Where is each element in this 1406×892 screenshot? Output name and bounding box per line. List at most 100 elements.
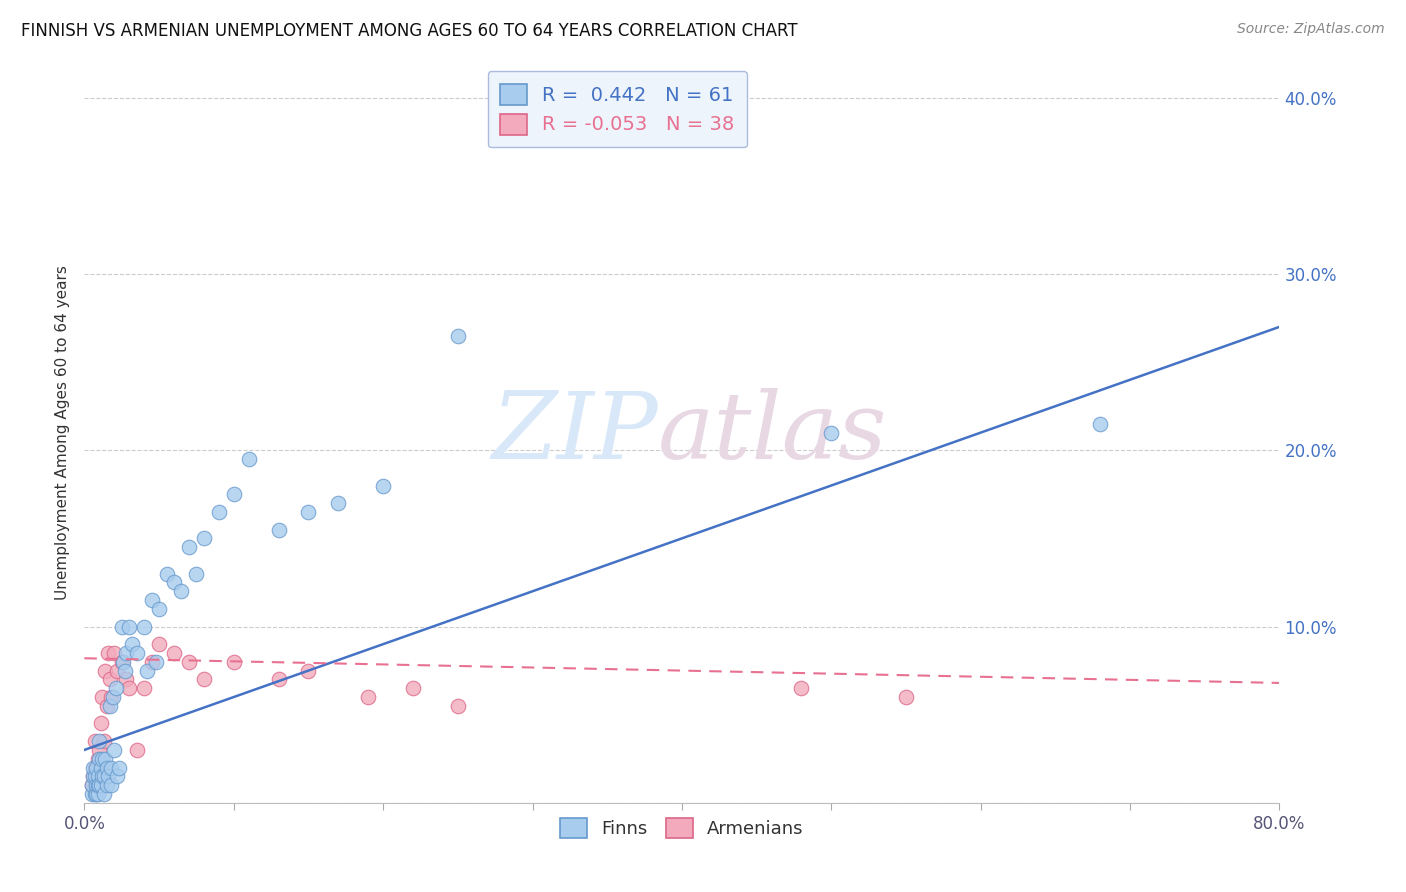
Text: FINNISH VS ARMENIAN UNEMPLOYMENT AMONG AGES 60 TO 64 YEARS CORRELATION CHART: FINNISH VS ARMENIAN UNEMPLOYMENT AMONG A… bbox=[21, 22, 797, 40]
Point bbox=[98, 673, 121, 687]
Point bbox=[125, 646, 148, 660]
Point bbox=[208, 505, 231, 519]
Point bbox=[121, 637, 143, 651]
Point bbox=[894, 690, 917, 704]
Point bbox=[97, 769, 120, 783]
Point bbox=[267, 673, 290, 687]
Point bbox=[89, 743, 111, 757]
Point bbox=[82, 769, 104, 783]
Point bbox=[103, 743, 125, 757]
Point bbox=[114, 664, 136, 678]
Point bbox=[1090, 417, 1112, 431]
Point bbox=[83, 734, 105, 748]
Point bbox=[238, 452, 260, 467]
Point bbox=[87, 769, 110, 783]
Point bbox=[89, 778, 111, 792]
Point bbox=[145, 655, 167, 669]
Point bbox=[111, 655, 134, 669]
Point bbox=[87, 778, 110, 792]
Point bbox=[118, 619, 141, 633]
Point bbox=[170, 584, 193, 599]
Point bbox=[86, 787, 108, 801]
Point bbox=[447, 328, 470, 343]
Point bbox=[80, 778, 103, 792]
Point bbox=[83, 769, 105, 783]
Point bbox=[222, 487, 245, 501]
Point bbox=[148, 602, 170, 616]
Point bbox=[357, 690, 380, 704]
Point bbox=[132, 619, 156, 633]
Point bbox=[94, 752, 117, 766]
Text: Source: ZipAtlas.com: Source: ZipAtlas.com bbox=[1237, 22, 1385, 37]
Point bbox=[83, 787, 105, 801]
Point bbox=[267, 523, 290, 537]
Point bbox=[91, 769, 114, 783]
Text: ZIP: ZIP bbox=[491, 388, 658, 477]
Point bbox=[101, 690, 124, 704]
Point bbox=[125, 743, 148, 757]
Point bbox=[89, 752, 111, 766]
Point bbox=[90, 778, 112, 792]
Point bbox=[86, 760, 108, 774]
Point bbox=[97, 646, 120, 660]
Point bbox=[328, 496, 350, 510]
Point bbox=[177, 540, 200, 554]
Point bbox=[96, 778, 118, 792]
Point bbox=[89, 769, 111, 783]
Point bbox=[297, 664, 319, 678]
Point bbox=[87, 778, 110, 792]
Point bbox=[83, 760, 105, 774]
Point bbox=[136, 664, 159, 678]
Point bbox=[90, 760, 112, 774]
Point bbox=[163, 575, 186, 590]
Point bbox=[148, 637, 170, 651]
Point bbox=[91, 690, 114, 704]
Point bbox=[193, 673, 215, 687]
Point bbox=[447, 698, 470, 713]
Point bbox=[90, 716, 112, 731]
Point bbox=[105, 769, 128, 783]
Point bbox=[93, 734, 115, 748]
Point bbox=[86, 778, 108, 792]
Point bbox=[80, 787, 103, 801]
Point bbox=[82, 760, 104, 774]
Point bbox=[96, 698, 118, 713]
Point bbox=[86, 778, 108, 792]
Point bbox=[111, 619, 134, 633]
Point bbox=[141, 593, 163, 607]
Point bbox=[89, 734, 111, 748]
Legend: Finns, Armenians: Finns, Armenians bbox=[553, 810, 811, 846]
Point bbox=[93, 769, 115, 783]
Point bbox=[91, 752, 114, 766]
Point bbox=[100, 778, 122, 792]
Point bbox=[104, 681, 127, 696]
Point bbox=[222, 655, 245, 669]
Point bbox=[155, 566, 177, 581]
Text: atlas: atlas bbox=[658, 388, 887, 477]
Point bbox=[132, 681, 156, 696]
Point bbox=[107, 760, 129, 774]
Point bbox=[86, 760, 108, 774]
Point bbox=[193, 532, 215, 546]
Point bbox=[115, 646, 138, 660]
Point bbox=[402, 681, 425, 696]
Y-axis label: Unemployment Among Ages 60 to 64 years: Unemployment Among Ages 60 to 64 years bbox=[55, 265, 70, 600]
Point bbox=[93, 787, 115, 801]
Point bbox=[87, 787, 110, 801]
Point bbox=[103, 646, 125, 660]
Point bbox=[163, 646, 186, 660]
Point bbox=[115, 673, 138, 687]
Point bbox=[98, 698, 121, 713]
Point bbox=[94, 664, 117, 678]
Point bbox=[100, 760, 122, 774]
Point bbox=[118, 681, 141, 696]
Point bbox=[186, 566, 208, 581]
Point bbox=[87, 752, 110, 766]
Point bbox=[297, 505, 319, 519]
Point bbox=[820, 425, 842, 440]
Point bbox=[80, 778, 103, 792]
Point bbox=[82, 769, 104, 783]
Point bbox=[105, 664, 128, 678]
Point bbox=[177, 655, 200, 669]
Point bbox=[790, 681, 813, 696]
